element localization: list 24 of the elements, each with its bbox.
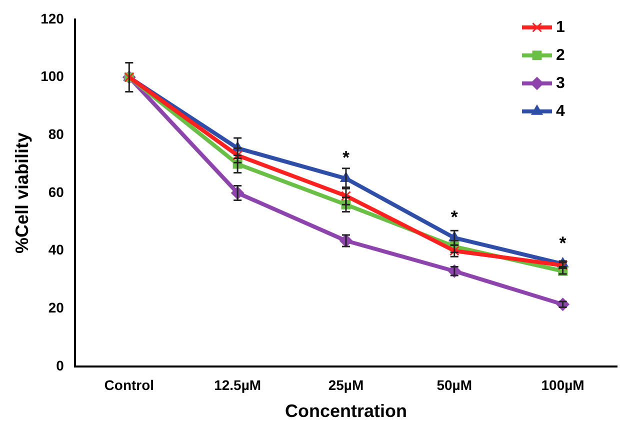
- annotation: *: [342, 148, 350, 168]
- legend-label: 2: [556, 46, 565, 64]
- y-tick-label: 20: [48, 300, 64, 316]
- x-tick-label: 100µM: [541, 376, 584, 393]
- x-tick-label: 12.5µM: [214, 376, 262, 393]
- y-tick-label: 80: [48, 126, 64, 142]
- y-tick-label: 0: [56, 357, 64, 374]
- x-tick-label: 25µM: [328, 376, 364, 393]
- annotation: *: [559, 232, 566, 253]
- x-tick-label: 50µM: [436, 376, 472, 393]
- point: [232, 150, 243, 160]
- y-tick-label: 120: [40, 10, 64, 26]
- legend-label: 1: [556, 18, 565, 36]
- y-tick-label: 40: [48, 242, 64, 258]
- point: [340, 190, 351, 201]
- y-tick-label: 100: [40, 68, 64, 84]
- annotation: *: [450, 206, 458, 227]
- x-tick-label: Control: [104, 376, 154, 393]
- x-axis-title: Concentration: [284, 401, 407, 422]
- legend-label: 3: [556, 74, 565, 92]
- y-axis-title: %Cell viability: [12, 132, 32, 254]
- legend-label: 4: [556, 102, 565, 120]
- y-tick-label: 60: [48, 184, 64, 200]
- point: [556, 298, 570, 311]
